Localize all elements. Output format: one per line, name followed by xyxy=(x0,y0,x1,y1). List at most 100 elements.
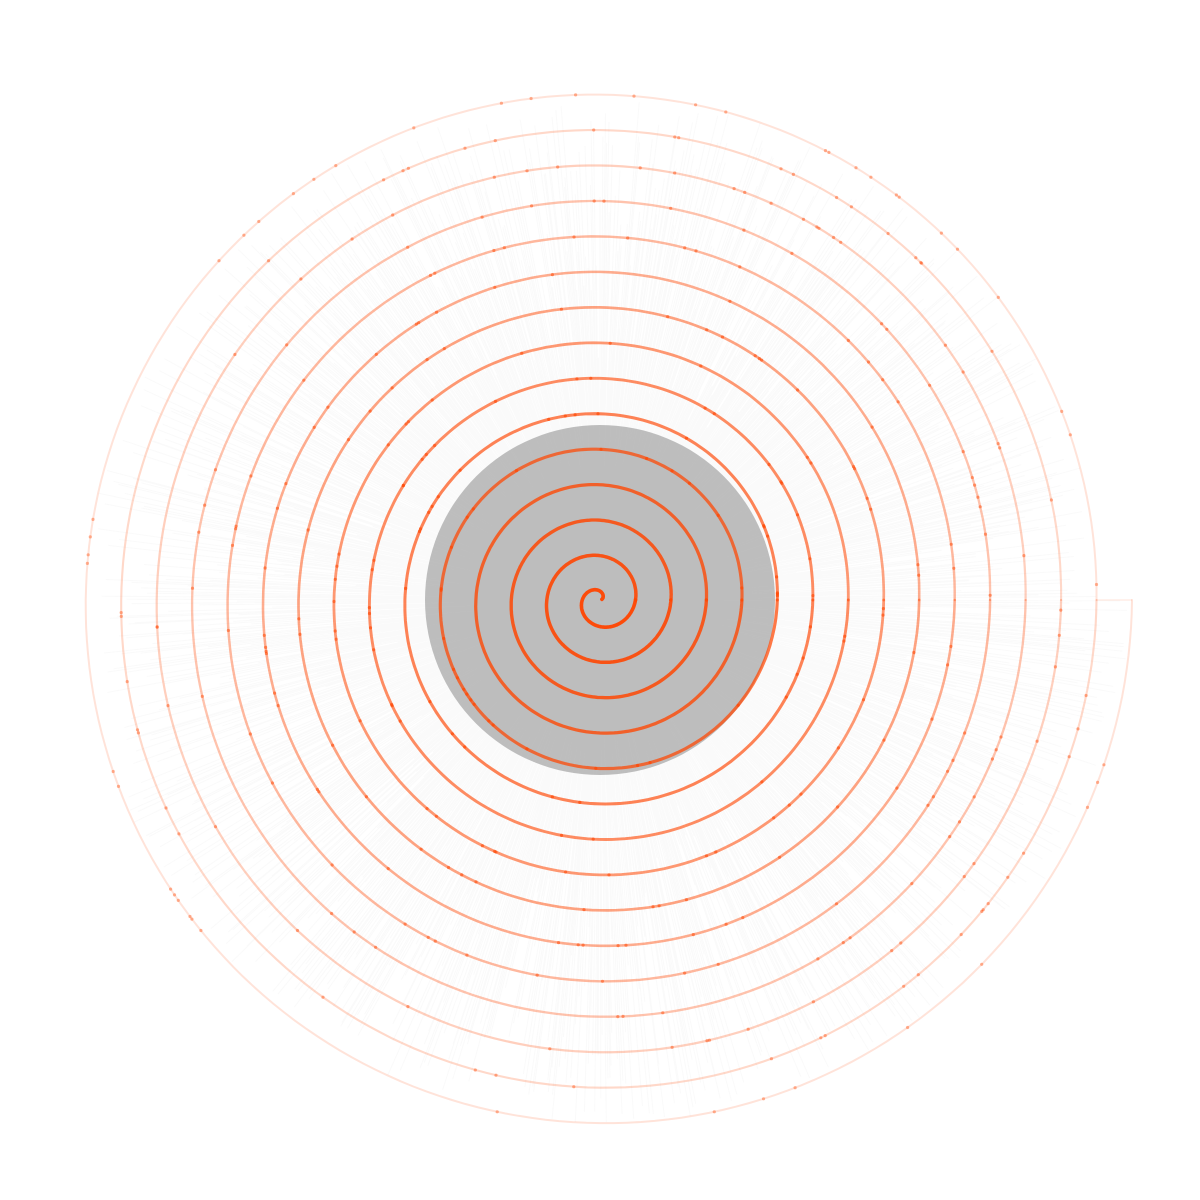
spiral-dot xyxy=(203,503,207,507)
spiral-dot xyxy=(217,259,221,263)
spiral-dot xyxy=(978,505,982,509)
spiral-dot xyxy=(716,513,720,518)
spiral-dot xyxy=(740,586,744,590)
spiral-dot xyxy=(257,219,261,224)
spiral-dot xyxy=(85,561,89,566)
spiral-dot xyxy=(578,800,582,805)
spiral-dot xyxy=(434,814,438,818)
spiral-dot xyxy=(917,573,921,577)
spiral-dot xyxy=(684,898,689,902)
spiral-turn-1 xyxy=(579,587,638,629)
spiral-dot xyxy=(728,299,732,303)
spiral-dot xyxy=(589,376,593,380)
spiral-dot xyxy=(712,412,716,416)
spiral-dot xyxy=(866,360,871,364)
spiral-dot xyxy=(520,351,524,355)
spiral-dot xyxy=(406,1005,410,1009)
spiral-dot xyxy=(403,922,407,926)
spiral-dot xyxy=(398,719,402,723)
spiral-dot xyxy=(882,738,886,742)
spiral-dot xyxy=(242,233,246,237)
spiral-dot xyxy=(972,795,976,799)
spiral-dot xyxy=(621,1014,625,1019)
spiral-dot xyxy=(155,625,159,629)
spiral-dot xyxy=(433,271,437,275)
spiral-dot xyxy=(1049,498,1053,502)
spiral-dot xyxy=(687,481,692,485)
spiral-dot xyxy=(559,307,564,311)
spiral-dot xyxy=(720,335,725,339)
spiral-dot xyxy=(164,806,168,810)
spiral-dot xyxy=(976,495,980,499)
spiral-dot xyxy=(596,412,600,416)
spiral-dot xyxy=(424,452,428,457)
spiral-dot xyxy=(801,656,805,660)
spiral-dot xyxy=(949,542,953,546)
spiral-dot xyxy=(809,461,813,465)
spiral-dot xyxy=(946,663,950,667)
spiral-dot xyxy=(778,855,782,859)
spiral-dot xyxy=(839,240,843,244)
spiral-dot xyxy=(885,327,889,331)
spiral-dot xyxy=(414,322,418,326)
spiral-dot xyxy=(492,175,496,179)
spiral-dot xyxy=(902,984,906,988)
spiral-dot xyxy=(592,199,596,203)
spiral-dot xyxy=(949,644,953,649)
spiral-dot xyxy=(419,527,423,531)
spiral-dot xyxy=(961,450,965,454)
spiral-dot xyxy=(333,629,337,633)
spiral-dot xyxy=(1094,582,1099,587)
spiral-dot xyxy=(1060,409,1064,413)
spiral-dot xyxy=(931,795,936,799)
spiral-dot xyxy=(337,552,341,556)
spiral-dot xyxy=(990,757,995,761)
spiral-dot xyxy=(684,436,689,440)
spiral-dot xyxy=(406,420,410,424)
spiral-dot xyxy=(645,456,649,461)
spiral-dot xyxy=(525,169,529,173)
spiral-dot xyxy=(753,354,757,358)
spiral-dot xyxy=(315,787,319,792)
spiral-dot xyxy=(575,377,579,381)
spiral-dot xyxy=(197,530,201,534)
spiral-dot xyxy=(372,648,376,652)
spiral-dot xyxy=(973,483,977,487)
spiral-dot xyxy=(386,867,390,871)
spiral-dot xyxy=(367,611,372,616)
spiral-dot xyxy=(86,553,90,557)
spiral-dot xyxy=(563,414,567,418)
spiral-dot xyxy=(119,614,123,619)
spiral-dot xyxy=(841,941,845,945)
spiral-dot xyxy=(330,863,334,867)
spiral-dot xyxy=(419,847,423,851)
spiral-dot xyxy=(1068,433,1072,437)
spiral-dot xyxy=(769,1057,774,1061)
spiral-dot xyxy=(712,1110,716,1114)
spiral-dot xyxy=(972,862,976,866)
spiral-dot xyxy=(648,761,652,765)
spiral-dot xyxy=(835,195,839,200)
spiral-dot xyxy=(846,338,851,343)
spiral-dot xyxy=(694,103,698,107)
spiral-dot xyxy=(1084,693,1088,698)
spiral-dot xyxy=(248,732,252,736)
spiral-dot xyxy=(899,941,903,945)
spiral-dot xyxy=(425,807,429,811)
spiral-dot xyxy=(417,321,421,325)
spiral-dot xyxy=(125,680,129,684)
spiral-dot xyxy=(433,939,437,943)
spiral-dot xyxy=(1057,633,1061,637)
spiral-dot xyxy=(962,874,966,879)
spiral-dot xyxy=(346,438,351,442)
spiral-dot xyxy=(435,310,439,314)
spiral-dot xyxy=(430,504,434,508)
spiral-dot xyxy=(442,347,446,351)
spiral-dot xyxy=(914,256,918,260)
spiral-dot xyxy=(275,506,279,510)
spiral-dot xyxy=(374,945,378,949)
spiral-dot xyxy=(707,1038,712,1042)
spiral-dot xyxy=(264,649,268,654)
spiral-dot xyxy=(766,534,770,538)
spiral-dot xyxy=(352,930,356,934)
